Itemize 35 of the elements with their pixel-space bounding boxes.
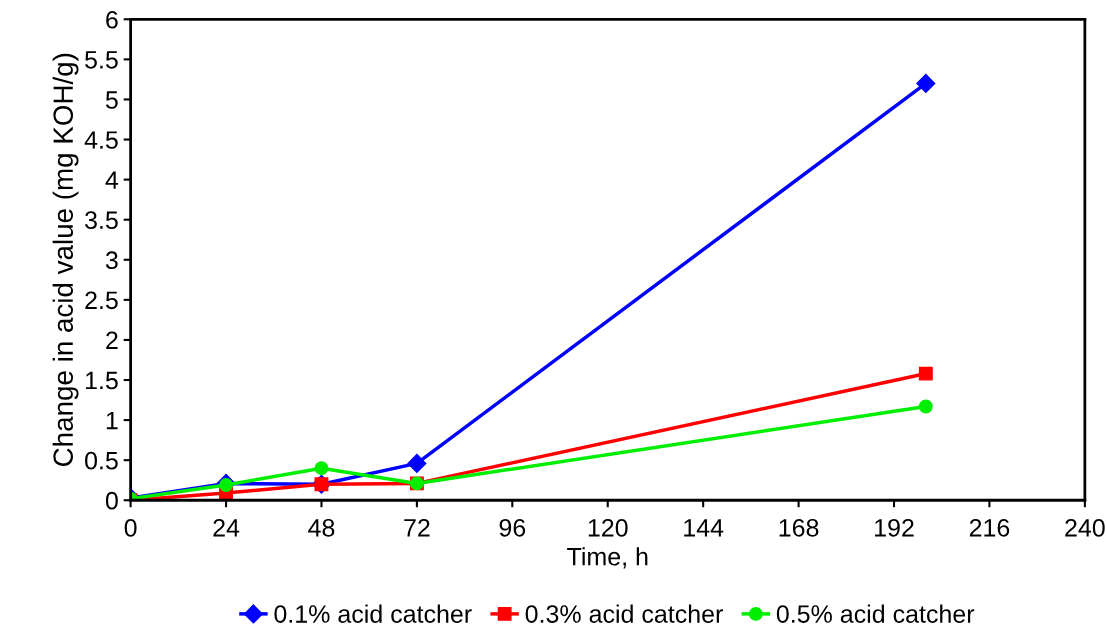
x-tick-label: 72	[404, 518, 430, 537]
x-tick-label: 48	[308, 518, 335, 537]
x-axis-title: Time, h	[567, 547, 648, 569]
point	[219, 478, 233, 492]
y-tick-label: 5	[105, 91, 118, 109]
y-tick-label: 5.5	[85, 51, 118, 69]
legend-label: 0.1% acid catcher	[274, 604, 472, 623]
point	[918, 399, 933, 414]
x-tick-label: 240	[1065, 518, 1105, 537]
x-tick-label: 192	[875, 518, 914, 537]
y-tick-label: 3	[105, 251, 118, 270]
x-tick-label: 216	[969, 518, 1010, 537]
y-tick-label: 4	[105, 171, 119, 189]
x-tick-label: 144	[684, 519, 724, 537]
x-tick-label: 120	[588, 518, 628, 537]
y-tick-label: 4.5	[84, 131, 118, 149]
x-tick-label: 24	[213, 518, 240, 537]
point	[918, 366, 933, 381]
y-tick-label: 2.5	[85, 291, 118, 310]
x-tick-label: 168	[779, 518, 819, 537]
x-tick-label: 0	[124, 518, 137, 537]
point	[916, 73, 936, 93]
y-tick-label: 0.5	[85, 451, 118, 470]
y-tick-label: 1.5	[85, 371, 118, 390]
x-tick-label: 96	[499, 518, 526, 537]
legend-label: 0.5% acid catcher	[776, 604, 975, 623]
point	[407, 453, 427, 473]
y-tick-label: 6	[106, 10, 118, 29]
y-axis-title: Change in acid value (mg KOH/g)	[52, 53, 79, 467]
y-tick-label: 2	[106, 331, 118, 349]
y-tick-label: 3.5	[85, 211, 118, 229]
point	[314, 461, 329, 476]
y-tick-label: 1	[106, 411, 118, 430]
legend-label: 0.3% acid catcher	[525, 604, 723, 623]
y-tick-label: 0	[105, 491, 118, 510]
